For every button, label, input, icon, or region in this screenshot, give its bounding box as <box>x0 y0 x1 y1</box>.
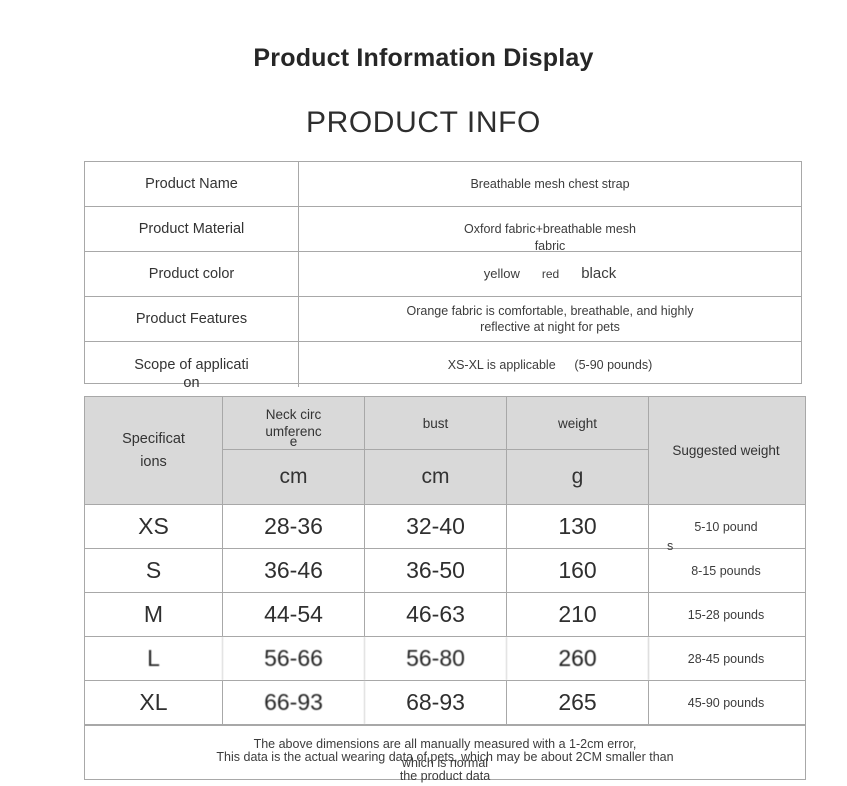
header-neck-overflow: e <box>289 434 298 449</box>
table-row: M 44-54 46-63 210 15-28 pounds <box>85 593 805 637</box>
size-label: L <box>85 637 223 680</box>
header-neck-line1: Neck circ <box>265 407 322 422</box>
size-label: XS <box>85 505 223 548</box>
neck-value: 56-66 <box>223 637 365 680</box>
size-label: S <box>85 549 223 592</box>
color-option-red: red <box>541 267 560 281</box>
table-row: Product Name Breathable mesh chest strap <box>85 162 801 207</box>
color-option-black: black <box>581 265 617 282</box>
suggested-weight-value: 15-28 pounds <box>687 607 765 622</box>
info-label: Product Name <box>85 162 299 206</box>
table-row: Scope of applicati on XS-XL is applicabl… <box>85 342 801 391</box>
size-chart-header: Specificat ions Neck circ umferenc e cm … <box>85 397 805 505</box>
bust-value: 36-50 <box>365 549 507 592</box>
table-row: S 36-46 36-50 160 8-15 pounds <box>85 549 805 593</box>
info-value: Breathable mesh chest strap <box>470 177 630 191</box>
neck-value: 44-54 <box>223 593 365 636</box>
size-chart-table: Specificat ions Neck circ umferenc e cm … <box>84 396 806 783</box>
bust-value: 46-63 <box>365 593 507 636</box>
note-a-line1: The above dimensions are all manually me… <box>253 737 637 751</box>
neck-value: 66-93 <box>223 681 365 724</box>
color-option-yellow: yellow <box>483 266 520 281</box>
info-value: Oxford fabric+breathable mesh fabric <box>299 207 801 253</box>
info-value: Orange fabric is comfortable, breathable… <box>299 297 801 341</box>
header-bust-label: bust <box>365 397 506 450</box>
header-neck-circumference: Neck circ umferenc e cm <box>223 397 365 504</box>
note-block-measurement: The above dimensions are all manually me… <box>85 735 805 773</box>
size-chart-note: The above dimensions are all manually me… <box>85 725 805 785</box>
suggested-weight-value: 45-90 pounds <box>687 695 765 710</box>
header-weight: weight g <box>507 397 649 504</box>
weight-value: 160 <box>507 549 649 592</box>
info-label-overflow: on <box>183 375 200 391</box>
note-a-line2: which is normal <box>401 756 489 770</box>
info-label-line: Scope of applicati <box>134 356 249 373</box>
info-value-line2: reflective at night for pets <box>480 320 620 334</box>
page-title: Product Information Display <box>253 44 594 72</box>
bust-value: 56-80 <box>365 637 507 680</box>
header-spec-line2: ions <box>140 453 167 470</box>
weight-value: 210 <box>507 593 649 636</box>
info-value: XS-XL is applicable (5-90 pounds) <box>447 357 653 372</box>
suggested-weight-value: 28-45 pounds <box>687 651 765 666</box>
note-b-line1: This data is the actual wearing data of … <box>216 750 674 764</box>
info-value: yellow red black <box>299 252 801 296</box>
header-neck-line2: umferenc <box>265 424 322 439</box>
note-b-line2: the product data <box>399 769 491 783</box>
product-info-table: Product Name Breathable mesh chest strap… <box>84 161 802 391</box>
header-spec-line1: Specificat <box>122 430 185 447</box>
suggested-weight-overflow: s <box>667 539 674 553</box>
suggested-weight-value: 8-15 pounds <box>691 563 761 578</box>
note-block-wearing-data: This data is the actual wearing data of … <box>85 748 805 786</box>
header-bust: bust cm <box>365 397 507 504</box>
table-row: Product color yellow red black <box>85 252 801 297</box>
size-label: M <box>85 593 223 636</box>
neck-value: 28-36 <box>223 505 365 548</box>
info-value-overflow: fabric <box>534 239 566 253</box>
info-value-line: Orange fabric is comfortable, breathable… <box>406 304 694 318</box>
info-value-line: Oxford fabric+breathable mesh <box>464 222 636 236</box>
header-suggested-weight: Suggested weight <box>672 443 780 458</box>
table-row: Product Features Orange fabric is comfor… <box>85 297 801 342</box>
header-neck-unit: cm <box>279 465 308 488</box>
table-row: XS 28-36 32-40 130 5-10 pound s <box>85 505 805 554</box>
bust-value: 68-93 <box>365 681 507 724</box>
table-row: L 56-66 56-80 260 28-45 pounds <box>85 637 805 681</box>
header-weight-unit: g <box>571 465 584 488</box>
color-options: yellow red black <box>484 266 617 282</box>
bust-value: 32-40 <box>365 505 507 548</box>
table-row: Product Material Oxford fabric+breathabl… <box>85 207 801 253</box>
table-row: XL 66-93 68-93 265 45-90 pounds <box>85 681 805 725</box>
suggested-weight-value: 5-10 pound s <box>649 505 803 554</box>
header-weight-label: weight <box>507 397 648 450</box>
neck-value: 36-46 <box>223 549 365 592</box>
header-neck-label: Neck circ umferenc e <box>223 397 364 450</box>
info-label: Product Material <box>85 207 299 251</box>
page-subtitle: PRODUCT INFO <box>306 106 541 139</box>
suggested-weight-line: 5-10 pound <box>694 519 758 534</box>
size-label: XL <box>85 681 223 724</box>
header-bust-unit: cm <box>421 465 450 488</box>
info-label: Product color <box>85 252 299 296</box>
weight-value: 265 <box>507 681 649 724</box>
weight-value: 260 <box>507 637 649 680</box>
info-label: Product Features <box>85 297 299 341</box>
info-label: Scope of applicati on <box>85 342 299 391</box>
weight-value: 130 <box>507 505 649 548</box>
header-specifications: Specificat ions <box>85 397 223 504</box>
